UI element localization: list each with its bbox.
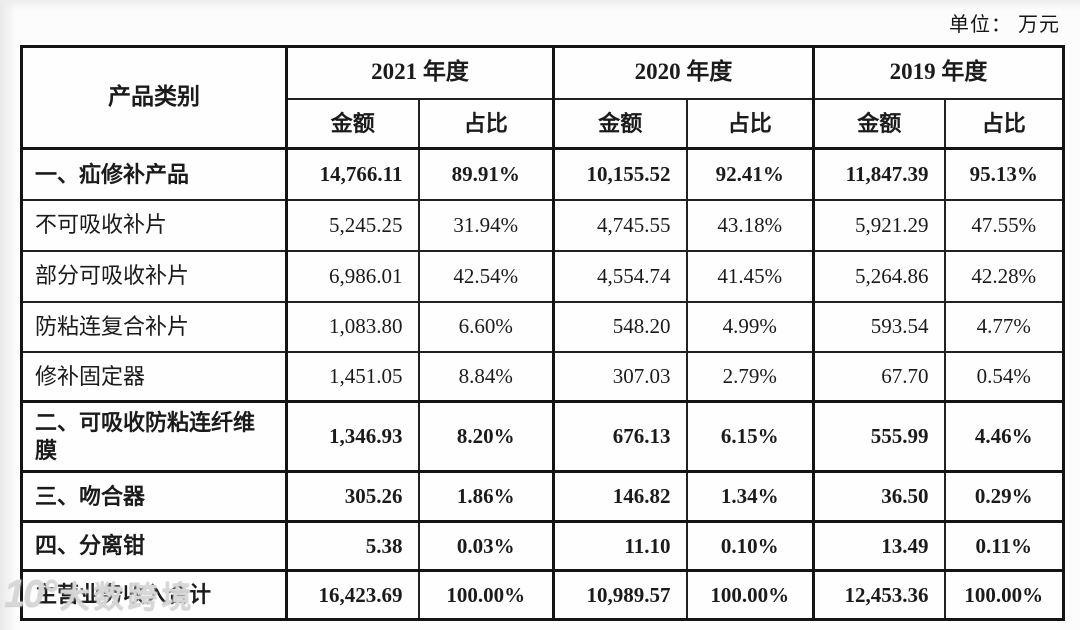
amount-header-2019: 金额 bbox=[812, 97, 946, 150]
ratio-header-2020: 占比 bbox=[685, 97, 815, 150]
ratio-cell: 0.11% bbox=[943, 520, 1065, 572]
amount-cell: 305.26 bbox=[285, 470, 420, 523]
product-name-cell: 不可吸收补片 bbox=[20, 198, 288, 252]
amount-cell: 36.50 bbox=[812, 470, 946, 523]
amount-cell: 1,451.05 bbox=[285, 350, 420, 403]
amount-cell: 13.49 bbox=[812, 520, 946, 572]
unit-label: 单位： 万元 bbox=[949, 14, 1060, 36]
amount-cell: 555.99 bbox=[812, 400, 946, 473]
product-name-cell: 二、可吸收防粘连纤维膜 bbox=[20, 400, 288, 473]
amount-cell: 146.82 bbox=[552, 470, 688, 523]
revenue-by-product-table: 产品类别 2021 年度 2020 年度 2019 年度 金额 占比 金额 占比… bbox=[20, 45, 1065, 621]
ratio-cell: 42.28% bbox=[943, 249, 1065, 303]
table-row: 主营业务收入合计 16,423.69 100.00% 10,989.57 100.00%… bbox=[20, 569, 1065, 621]
ratio-cell: 6.60% bbox=[417, 300, 555, 353]
amount-cell: 5,264.86 bbox=[812, 249, 946, 303]
amount-header-2021: 金额 bbox=[285, 97, 420, 150]
ratio-cell: 0.03% bbox=[417, 520, 555, 572]
amount-header-2020: 金额 bbox=[552, 97, 688, 150]
ratio-cell: 0.10% bbox=[685, 520, 815, 572]
ratio-cell: 1.86% bbox=[417, 470, 555, 523]
product-name-cell: 防粘连复合补片 bbox=[20, 300, 288, 353]
ratio-cell: 0.54% bbox=[943, 350, 1065, 403]
amount-cell: 10,155.52 bbox=[552, 147, 688, 201]
ratio-cell: 100.00% bbox=[943, 569, 1065, 621]
ratio-cell: 41.45% bbox=[685, 249, 815, 303]
year-header-row: 产品类别 2021 年度 2020 年度 2019 年度 bbox=[20, 45, 1065, 150]
year-header-2019: 2019 年度 bbox=[812, 45, 1065, 100]
amount-cell: 10,989.57 bbox=[552, 569, 688, 621]
ratio-cell: 4.46% bbox=[943, 400, 1065, 473]
amount-cell: 676.13 bbox=[552, 400, 688, 473]
table-row: 防粘连复合补片 1,083.80 6.60% 548.20 4.99% 593.54 4.7… bbox=[20, 300, 1065, 353]
amount-cell: 307.03 bbox=[552, 350, 688, 403]
product-name-cell: 部分可吸收补片 bbox=[20, 249, 288, 303]
table-row: 不可吸收补片 5,245.25 31.94% 4,745.55 43.18% 5,921.… bbox=[20, 198, 1065, 252]
amount-cell: 548.20 bbox=[552, 300, 688, 353]
amount-cell: 5.38 bbox=[285, 520, 420, 572]
amount-cell: 1,083.80 bbox=[285, 300, 420, 353]
ratio-cell: 8.20% bbox=[417, 400, 555, 473]
table-row: 二、可吸收防粘连纤维膜 1,346.93 8.20% 676.13 6.15% 555.9… bbox=[20, 400, 1065, 473]
ratio-cell: 0.29% bbox=[943, 470, 1065, 523]
year-header-2021: 2021 年度 bbox=[285, 45, 555, 100]
ratio-cell: 4.77% bbox=[943, 300, 1065, 353]
ratio-header-2021: 占比 bbox=[417, 97, 555, 150]
product-name-cell: 三、吻合器 bbox=[20, 470, 288, 523]
amount-cell: 12,453.36 bbox=[812, 569, 946, 621]
ratio-cell: 2.79% bbox=[685, 350, 815, 403]
table-row: 四、分离钳 5.38 0.03% 11.10 0.10% 13.49 0.11% bbox=[20, 520, 1065, 572]
product-name-cell: 修补固定器 bbox=[20, 350, 288, 403]
table-row: 部分可吸收补片 6,986.01 42.54% 4,554.74 41.45% 5,264… bbox=[20, 249, 1065, 303]
amount-cell: 11,847.39 bbox=[812, 147, 946, 201]
year-header-2020: 2020 年度 bbox=[552, 45, 815, 100]
amount-cell: 4,745.55 bbox=[552, 198, 688, 252]
ratio-cell: 47.55% bbox=[943, 198, 1065, 252]
amount-cell: 16,423.69 bbox=[285, 569, 420, 621]
product-category-header: 产品类别 bbox=[20, 45, 288, 150]
ratio-header-2019: 占比 bbox=[943, 97, 1065, 150]
ratio-cell: 100.00% bbox=[685, 569, 815, 621]
table-row: 一、疝修补产品 14,766.11 89.91% 10,155.52 92.41% 11,… bbox=[20, 147, 1065, 201]
amount-cell: 593.54 bbox=[812, 300, 946, 353]
amount-cell: 4,554.74 bbox=[552, 249, 688, 303]
amount-cell: 5,245.25 bbox=[285, 198, 420, 252]
ratio-cell: 92.41% bbox=[685, 147, 815, 201]
amount-cell: 67.70 bbox=[812, 350, 946, 403]
amount-cell: 6,986.01 bbox=[285, 249, 420, 303]
ratio-cell: 1.34% bbox=[685, 470, 815, 523]
amount-cell: 14,766.11 bbox=[285, 147, 420, 201]
amount-cell: 11.10 bbox=[552, 520, 688, 572]
subheader-row: 金额 占比 金额 占比 金额 占比 bbox=[22, 97, 1065, 150]
ratio-cell: 43.18% bbox=[685, 198, 815, 252]
table-row: 三、吻合器 305.26 1.86% 146.82 1.34% 36.50 0.29% bbox=[20, 470, 1065, 523]
ratio-cell: 4.99% bbox=[685, 300, 815, 353]
table-row: 修补固定器 1,451.05 8.84% 307.03 2.79% 67.70 0.54% bbox=[20, 350, 1065, 403]
product-name-cell: 一、疝修补产品 bbox=[20, 147, 288, 201]
ratio-cell: 100.00% bbox=[417, 569, 555, 621]
ratio-cell: 95.13% bbox=[943, 147, 1065, 201]
amount-cell: 5,921.29 bbox=[812, 198, 946, 252]
ratio-cell: 6.15% bbox=[685, 400, 815, 473]
ratio-cell: 31.94% bbox=[417, 198, 555, 252]
amount-cell: 1,346.93 bbox=[285, 400, 420, 473]
ratio-cell: 42.54% bbox=[417, 249, 555, 303]
ratio-cell: 89.91% bbox=[417, 147, 555, 201]
product-name-cell: 四、分离钳 bbox=[20, 520, 288, 572]
ratio-cell: 8.84% bbox=[417, 350, 555, 403]
product-name-cell: 主营业务收入合计 bbox=[20, 569, 288, 621]
